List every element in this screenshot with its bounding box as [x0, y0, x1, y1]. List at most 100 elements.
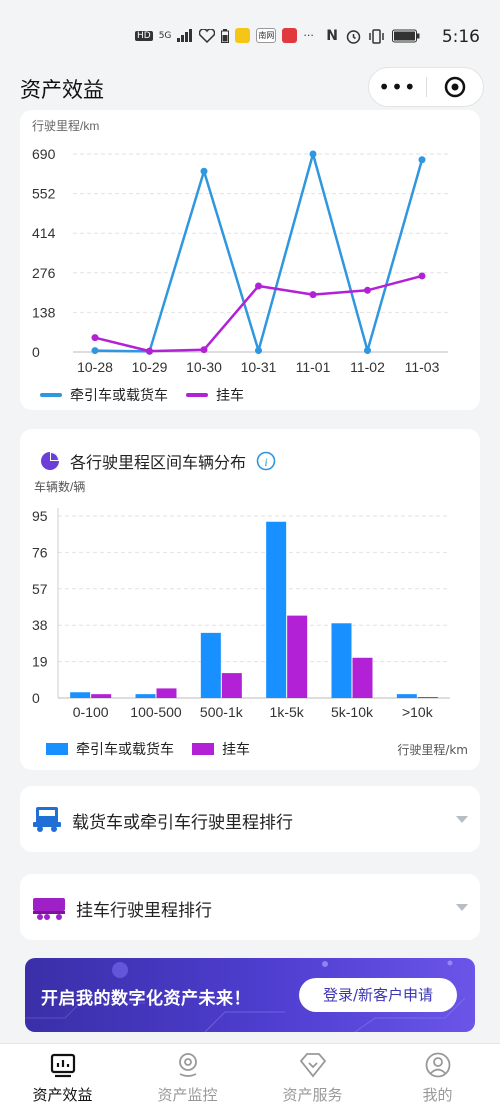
bar-trailer: [221, 673, 242, 698]
bar-chart-legend: 牵引车或载货车 挂车: [46, 739, 250, 759]
page-title: 资产效益: [20, 78, 104, 102]
legend-label-trailer: 挂车: [216, 388, 244, 404]
distribution-header: 各行驶里程区间车辆分布 i: [40, 449, 276, 473]
signal-icon: [177, 29, 193, 42]
x-tick-label: 11-03: [405, 359, 440, 375]
legend-label-trailer: 挂车: [222, 742, 250, 758]
data-point-trailer: [364, 286, 371, 294]
data-point-trailer: [200, 346, 208, 354]
x-tick-label: 10-31: [241, 359, 277, 375]
alarm-icon: [346, 29, 361, 44]
data-point-trailer: [146, 347, 153, 355]
tab-asset-service[interactable]: 资产服务: [250, 1044, 375, 1111]
x-tick-label: 11-02: [350, 359, 385, 375]
bar-tractor: [70, 692, 91, 698]
hd-badge: HD: [135, 30, 153, 41]
y-tick-label: 76: [32, 544, 48, 560]
mileage-line-chart-card: 行驶里程/km 0 138 276 414 552 690 10-28 10-29 10-30 10…: [20, 110, 480, 410]
tab-label: 资产效益: [32, 1086, 93, 1104]
tab-asset-monitor[interactable]: 资产监控: [125, 1044, 250, 1111]
mileage-distribution-card: 各行驶里程区间车辆分布 i 车辆数/辆 0 19 38 57 76 95 0-100 100-5…: [20, 429, 480, 770]
x-tick-label: 10-29: [132, 359, 168, 375]
data-point-tractor: [364, 347, 371, 355]
y-tick-label: 690: [32, 146, 56, 162]
bar-trailer: [287, 615, 308, 698]
location-pin-icon: [178, 1053, 197, 1077]
info-icon[interactable]: i: [256, 451, 276, 471]
line-chart: 行驶里程/km 0 138 276 414 552 690 10-28 10-29 10-30 10…: [32, 118, 448, 375]
more-notifications-icon: ···: [303, 29, 314, 42]
vibrate-icon: [369, 28, 384, 44]
heart-rate-icon: [199, 28, 216, 43]
chevron-down-icon[interactable]: [456, 904, 468, 911]
legend-label-tractor: 牵引车或载货车: [70, 388, 168, 404]
y-tick-label: 276: [32, 265, 56, 281]
line-chart-legend: 牵引车或载货车 挂车: [40, 385, 244, 405]
y-tick-label: 57: [32, 581, 48, 597]
data-point-trailer: [91, 334, 99, 342]
y-tick-label: 414: [32, 225, 56, 241]
x-tick-label: 10-28: [77, 359, 113, 375]
title-bar: 资产效益 •••: [0, 67, 500, 110]
bar-x-axis-label: 行驶里程/km: [397, 743, 468, 757]
ranking-label: 载货车或牵引车行驶里程排行: [72, 813, 293, 833]
mail-app-icon: [235, 28, 251, 43]
tab-profile[interactable]: 我的: [375, 1044, 500, 1111]
x-tick-label: 0-100: [73, 704, 109, 720]
y-tick-label: 95: [32, 508, 48, 524]
chart-report-icon: [50, 1053, 75, 1078]
x-tick-label: 1k-5k: [270, 704, 305, 720]
legend-swatch-tractor: [46, 743, 68, 755]
legend-label-tractor: 牵引车或载货车: [76, 742, 174, 758]
bar-trailer: [91, 694, 112, 698]
bar-chart: 车辆数/辆 0 19 38 57 76 95 0-100 100-500 500-1k 1k-5k 5…: [32, 479, 450, 720]
chevron-down-icon[interactable]: [456, 816, 468, 823]
y-tick-label: 38: [32, 617, 48, 633]
data-point-tractor: [309, 150, 317, 158]
tractor-mileage-ranking[interactable]: 载货车或牵引车行驶里程排行: [20, 786, 480, 852]
tab-label: 资产服务: [282, 1086, 343, 1104]
close-miniapp-button[interactable]: [427, 67, 483, 107]
circuit-decoration: [25, 960, 466, 1032]
status-left-icons: HD 5G 南网 ···: [135, 28, 314, 43]
user-profile-icon: [425, 1052, 450, 1078]
data-point-tractor: [200, 167, 208, 175]
distribution-title: 各行驶里程区间车辆分布: [70, 453, 247, 472]
data-point-trailer: [418, 272, 426, 280]
red-app-icon: [282, 28, 298, 43]
data-point-trailer: [309, 291, 317, 299]
bar-tractor: [135, 694, 156, 698]
x-tick-label: 10-30: [186, 359, 222, 375]
bar-trailer: [417, 697, 438, 698]
target-close-icon: [444, 76, 466, 98]
trailer-mileage-ranking[interactable]: 挂车行驶里程排行: [20, 874, 480, 940]
bar-tractor: [200, 632, 221, 698]
y-tick-label: 552: [32, 186, 56, 202]
battery-icon: [392, 29, 420, 43]
trailer-icon: [33, 898, 65, 920]
login-apply-button[interactable]: 登录/新客户申请: [299, 978, 457, 1012]
legend-swatch-tractor: [40, 393, 62, 397]
bar-y-axis-label: 车辆数/辆: [34, 479, 85, 494]
data-point-trailer: [255, 282, 262, 290]
promo-banner: 开启我的数字化资产未来！ 登录/新客户申请: [25, 958, 475, 1032]
bar-trailer: [352, 657, 373, 698]
more-menu-button[interactable]: •••: [378, 75, 417, 99]
x-tick-label: >10k: [402, 704, 434, 720]
svg-text:i: i: [264, 455, 267, 469]
capsule-divider: [426, 77, 427, 97]
pie-chart-icon: [41, 452, 59, 470]
data-point-tractor: [255, 347, 262, 355]
5g-badge: 5G: [158, 30, 172, 41]
banner-slogan: 开启我的数字化资产未来！: [41, 989, 251, 1009]
status-time: 5:16: [441, 27, 480, 47]
diamond-heart-icon: [299, 1053, 326, 1078]
tab-asset-benefit[interactable]: 资产效益: [0, 1044, 125, 1111]
nfc-icon: N: [326, 28, 338, 44]
x-tick-label: 5k-10k: [331, 704, 374, 720]
y-tick-label: 0: [32, 690, 40, 706]
bar-tractor: [396, 694, 417, 698]
legend-swatch-trailer: [186, 393, 208, 397]
status-bar: HD 5G 南网 ··· N 5:16: [0, 0, 500, 70]
data-point-tractor: [91, 347, 99, 355]
